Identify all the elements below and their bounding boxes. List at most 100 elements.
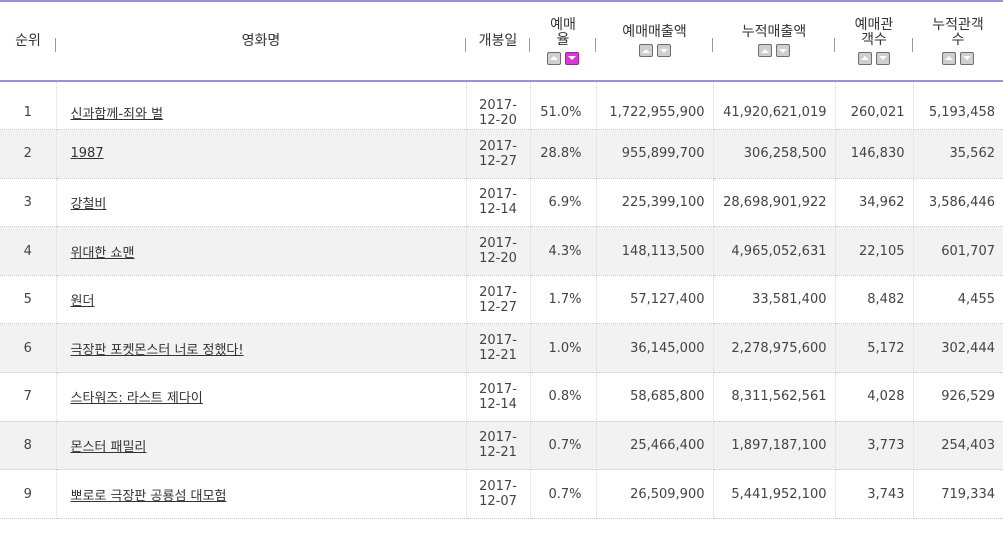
cum-audience-cell: 5,193,458 [913,81,1003,131]
movie-title-link[interactable]: 스타워즈: 라스트 제다이 [70,391,203,407]
title-cell: 스타워즈: 라스트 제다이 [56,372,467,422]
cum-sales-cell: 306,258,500 [713,129,836,179]
header-open-date: 개봉일 [466,0,530,82]
movie-title-link[interactable]: 신과함께-죄와 벌 [70,107,164,123]
rate-cell: 1.7% [530,275,597,325]
date-year: 2017- [479,284,517,300]
cum-sales-cell: 28,698,901,922 [713,178,836,228]
chevron-up-icon[interactable] [638,44,653,57]
table-row: 6 극장판 포켓몬스터 너로 정했다! 2017- 12-21 1.0% 36,1… [0,323,1003,374]
audience-cell: 146,830 [835,129,914,179]
header-sales: 예매매출액 [596,0,713,82]
rate-cell: 1.0% [530,323,597,374]
chevron-up-icon[interactable] [758,44,772,57]
date-cell: 2017- 12-07 [466,469,531,519]
rank-cell: 7 [0,372,57,422]
cum-sales-cell: 5,441,952,100 [713,469,836,519]
table-header-row: 순위 영화명 개봉일 예매 율 예매매출액 [0,0,1003,82]
cum-audience-cell: 926,529 [913,372,1003,422]
cum-audience-cell: 302,444 [913,323,1003,374]
table-row: 2 1987 2017- 12-27 28.8% 955,899,700 306,… [0,129,1003,179]
sort-controls [915,51,1001,65]
chevron-down-icon[interactable] [656,44,671,57]
movie-title-link[interactable]: 1987 [70,146,104,162]
rank-cell: 2 [0,129,57,179]
date-year: 2017- [479,430,517,446]
chevron-down-icon[interactable] [960,51,974,65]
table-row: 9 뽀로로 극장판 공룡섬 대모험 2017- 12-07 0.7% 26,509… [0,469,1003,519]
cum-audience-cell: 601,707 [913,226,1003,276]
header-separator [712,38,713,52]
rate-cell: 0.8% [530,372,597,422]
date-year: 2017- [479,138,517,154]
rate-cell: 51.0% [530,81,597,131]
audience-cell: 34,962 [835,178,914,228]
cum-audience-cell: 254,403 [913,421,1003,471]
table-row: 7 스타워즈: 라스트 제다이 2017- 12-14 0.8% 58,685,8… [0,372,1003,422]
header-rank: 순위 [0,0,56,82]
rate-cell: 0.7% [530,421,597,471]
audience-cell: 4,028 [835,372,914,422]
date-year: 2017- [479,381,517,397]
movie-title-link[interactable]: 강철비 [70,196,107,212]
rate-cell: 6.9% [530,178,597,228]
sales-cell: 1,722,955,900 [596,81,714,131]
chevron-down-icon[interactable] [776,44,790,57]
chevron-up-icon[interactable] [858,51,872,65]
header-reservation-rate: 예매 율 [530,0,596,82]
header-open-date-label: 개봉일 [478,32,518,49]
sales-cell: 225,399,100 [596,178,714,228]
header-cum-aud-label-line1: 누적관객 [932,16,984,33]
rate-cell: 28.8% [530,129,597,179]
date-cell: 2017- 12-14 [466,178,531,228]
audience-cell: 8,482 [835,275,914,325]
header-separator [55,38,56,52]
movie-title-link[interactable]: 몬스터 패밀리 [70,439,147,455]
sales-cell: 58,685,800 [596,372,714,422]
movie-title-link[interactable]: 원더 [70,294,95,310]
rank-cell: 9 [0,469,57,519]
date-month-day: 12-14 [479,202,517,218]
chevron-up-icon[interactable] [942,51,956,65]
header-separator [595,38,596,52]
header-aud-label-line2: 객수 [861,31,887,48]
cum-sales-cell: 41,920,621,019 [713,81,836,131]
rank-cell: 3 [0,178,57,228]
header-separator [912,38,913,52]
cum-audience-cell: 3,586,446 [913,178,1003,228]
chevron-down-icon[interactable] [565,51,579,65]
header-title-label: 영화명 [241,32,281,49]
sales-cell: 148,113,500 [596,226,714,276]
audience-cell: 22,105 [835,226,914,276]
title-cell: 1987 [56,129,467,179]
sort-controls [715,44,833,57]
movie-title-link[interactable]: 위대한 쇼맨 [70,245,135,261]
sales-cell: 36,145,000 [596,323,714,374]
sort-controls [532,51,594,65]
rate-cell: 0.7% [530,469,597,519]
rank-cell: 5 [0,275,57,325]
chevron-up-icon[interactable] [547,51,561,65]
header-separator [834,38,835,52]
date-year: 2017- [479,236,517,252]
date-month-day: 12-27 [479,299,517,315]
date-cell: 2017- 12-21 [466,323,531,374]
date-cell: 2017- 12-20 [466,226,531,276]
rank-cell: 4 [0,226,57,276]
movie-title-link[interactable]: 극장판 포켓몬스터 너로 정했다! [70,342,244,358]
date-cell: 2017- 12-20 [466,81,531,131]
title-cell: 신과함께-죄와 벌 [56,81,467,131]
chevron-down-icon[interactable] [876,51,890,65]
header-aud-label-line1: 예매관 [854,16,894,33]
movie-title-link[interactable]: 뽀로로 극장판 공룡섬 대모험 [70,488,227,504]
rate-cell: 4.3% [530,226,597,276]
date-cell: 2017- 12-27 [466,275,531,325]
cum-sales-cell: 33,581,400 [713,275,836,325]
header-sales-label: 예매매출액 [622,24,687,40]
date-month-day: 12-07 [479,494,517,510]
date-year: 2017- [479,187,517,203]
header-cumulative-sales: 누적매출액 [713,0,835,82]
cum-sales-cell: 1,897,187,100 [713,421,836,471]
sort-controls [837,51,911,65]
table-row: 1 신과함께-죄와 벌 2017- 12-20 51.0% 1,722,955,9… [0,81,1003,131]
